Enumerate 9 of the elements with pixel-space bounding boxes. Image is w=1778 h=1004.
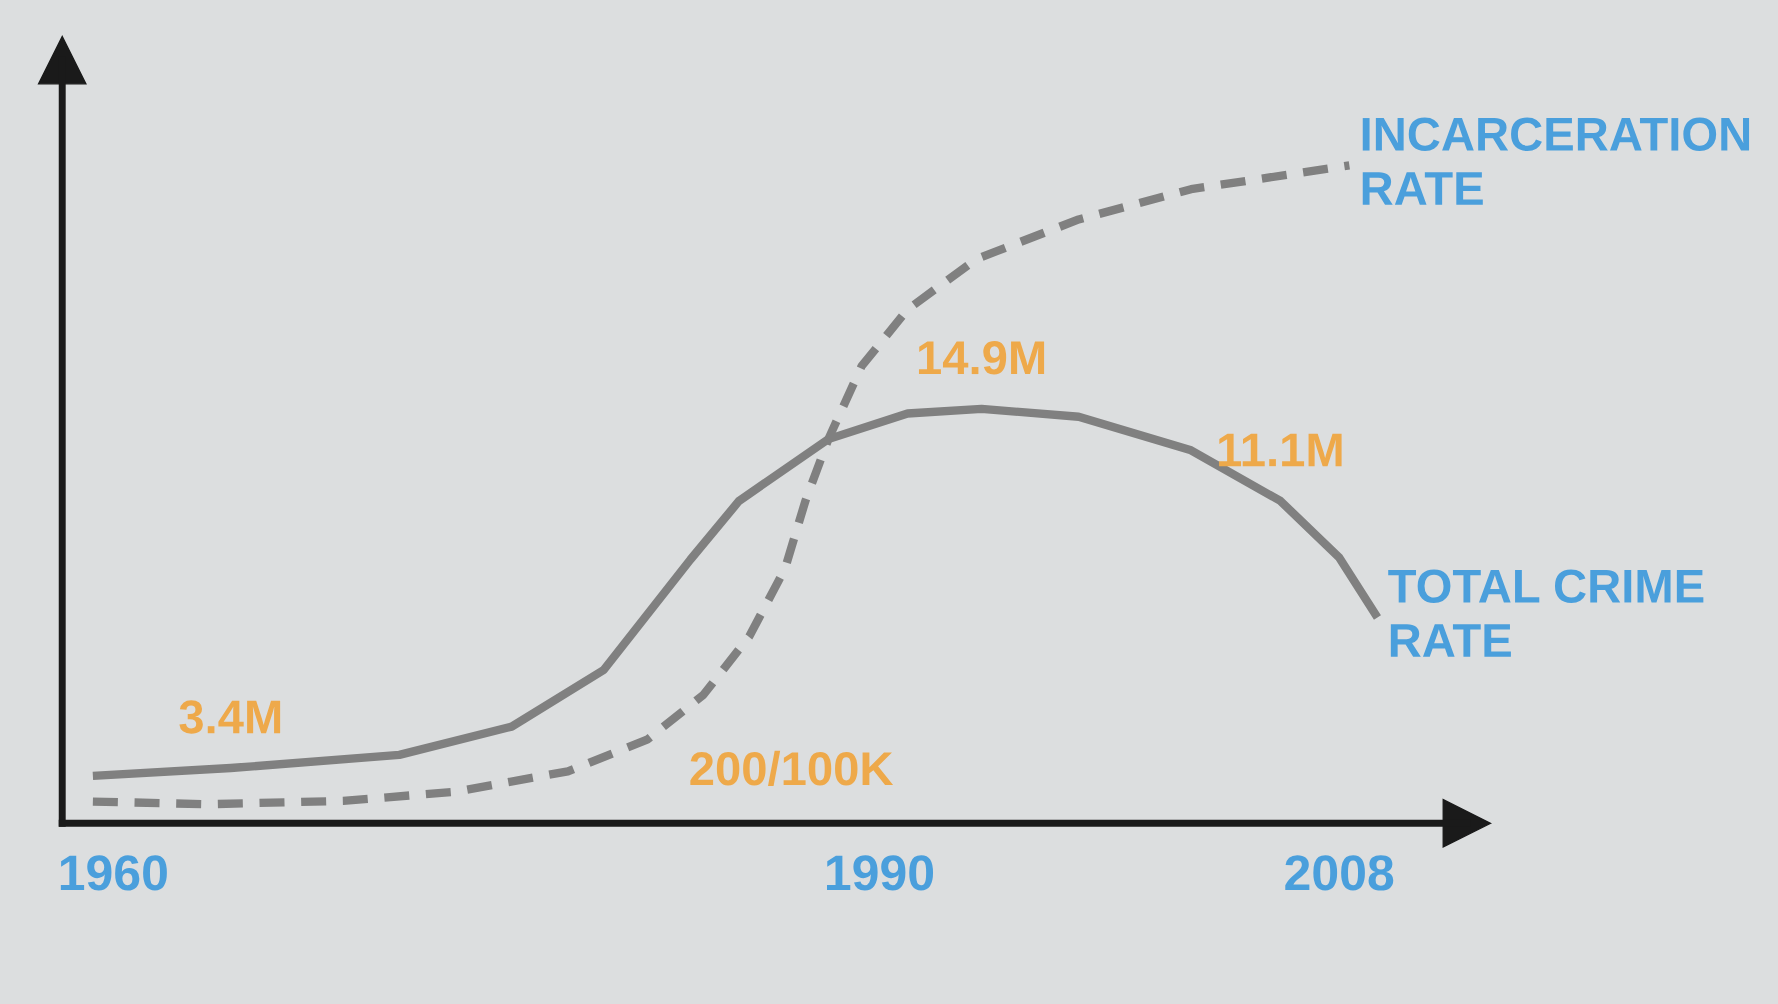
- annotation: 3.4M: [179, 700, 281, 734]
- annotation: 14.9M: [918, 341, 1045, 375]
- x-tick-label: 1960: [60, 855, 167, 891]
- annotation: 200/100K: [690, 750, 894, 787]
- series-label: TOTAL CRIME RATE: [1388, 569, 1704, 657]
- annotation: 11.1M: [1219, 433, 1342, 467]
- x-tick-label: 1990: [827, 855, 934, 891]
- x-tick-label: 2008: [1285, 855, 1394, 891]
- series-label: INCARCERATION RATE: [1362, 117, 1750, 205]
